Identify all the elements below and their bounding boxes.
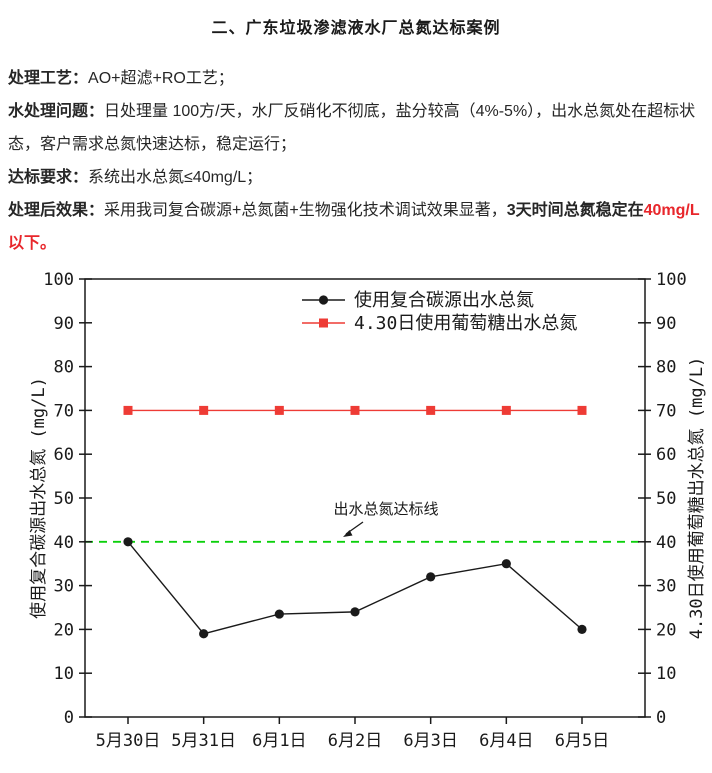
annotation-arrow-head	[343, 530, 353, 537]
x-axis: 5月30日 5月31日 6月1日 6月2日 6月3日 6月4日 6月5日	[96, 717, 609, 751]
y-tick-label-right: 20	[656, 620, 676, 640]
y-axes: 0 0 10 10 20 20 30 30 40 40 50 50 60 60 70 70 80 80 90 90 10…	[43, 270, 686, 728]
text-segment: 40mg/L以下。	[8, 202, 700, 252]
paragraph-3: 达标要求：系统出水总氮≤40mg/L；	[8, 161, 704, 194]
y-tick-label-left: 20	[54, 620, 74, 640]
data-point-square	[123, 405, 133, 415]
legend-label: 使用复合碳源出水总氮	[354, 290, 534, 311]
data-point-circle	[426, 572, 436, 582]
body-text: 处理工艺：AO+超滤+RO工艺； 水处理问题：日处理量 100方/天，水厂反硝化不…	[0, 62, 712, 260]
x-tick-label: 6月4日	[479, 731, 533, 751]
y-tick-label-left: 90	[54, 314, 74, 334]
data-point-circle	[501, 559, 511, 569]
y-tick-label-right: 10	[656, 664, 676, 684]
y-tick-label-right: 40	[656, 533, 676, 553]
y-tick-label-right: 90	[656, 314, 676, 334]
x-tick-label: 6月2日	[328, 731, 382, 751]
data-point-circle	[350, 607, 360, 617]
y-tick-label-left: 50	[54, 489, 74, 509]
document-page: 二、广东垃圾渗滤液水厂总氮达标案例 处理工艺：AO+超滤+RO工艺； 水处理问题：…	[0, 14, 712, 764]
data-point-circle	[274, 609, 284, 619]
y-tick-label-left: 70	[54, 401, 74, 421]
y-tick-label-left: 30	[54, 577, 74, 597]
y-tick-label-right: 30	[656, 577, 676, 597]
series-1	[123, 405, 587, 415]
x-tick-label: 6月3日	[403, 731, 457, 751]
text-segment: 采用我司复合碳源+总氮菌+生物强化技术调试效果显著，	[104, 202, 507, 219]
y-tick-label-right: 50	[656, 489, 676, 509]
data-point-square	[577, 405, 587, 415]
chart-plot-box	[84, 278, 646, 718]
data-point-square	[350, 405, 360, 415]
text-segment: 处理后效果：	[8, 202, 105, 219]
y-tick-label-left: 10	[54, 664, 74, 684]
data-point-circle	[577, 624, 587, 634]
annotation-text: 出水总氮达标线	[333, 500, 438, 518]
x-tick-label: 6月5日	[555, 731, 609, 751]
data-point-square	[199, 405, 209, 415]
y-tick-label-left: 60	[54, 445, 74, 465]
data-point-circle	[123, 537, 133, 547]
text-segment: 日处理量 100方/天，水厂反硝化不彻底，盐分较高（4%-5%），出水总氮处在超…	[8, 103, 696, 153]
right-axis-title: 4.30日使用葡萄糖出水总氮 (mg/L)	[686, 357, 707, 640]
line-chart: 0 0 10 10 20 20 30 30 40 40 50 50 60 60 70 70 80 80 90 90 10…	[18, 262, 710, 764]
y-tick-label-right: 70	[656, 401, 676, 421]
data-point-square	[274, 405, 284, 415]
y-tick-label-right: 100	[656, 270, 687, 290]
paragraph-2: 水处理问题：日处理量 100方/天，水厂反硝化不彻底，盐分较高（4%-5%），出…	[8, 95, 704, 161]
text-segment: 3天时间总氮稳定在	[506, 202, 644, 219]
text-segment: 达标要求：	[8, 169, 89, 186]
y-tick-label-right: 80	[656, 358, 676, 378]
left-axis-title: 使用复合碳源出水总氮 (mg/L)	[28, 377, 49, 619]
y-tick-label-left: 40	[54, 533, 74, 553]
x-tick-label: 5月30日	[96, 731, 161, 751]
page-title: 二、广东垃圾渗滤液水厂总氮达标案例	[211, 20, 501, 37]
y-tick-label-left: 80	[54, 358, 74, 378]
text-segment: 处理工艺：	[8, 70, 89, 87]
data-point-circle	[199, 629, 209, 639]
x-tick-label: 6月1日	[252, 731, 306, 751]
paragraph-4: 处理后效果：采用我司复合碳源+总氮菌+生物强化技术调试效果显著，3天时间总氮稳定…	[8, 194, 704, 260]
x-tick-label: 5月31日	[171, 731, 236, 751]
data-point-square	[501, 405, 511, 415]
series-0	[123, 537, 587, 639]
y-tick-label-left: 0	[64, 708, 74, 728]
y-tick-label-right: 0	[656, 708, 666, 728]
legend-label: 4.30日使用葡萄糖出水总氮	[354, 313, 577, 334]
text-segment: AO+超滤+RO工艺；	[88, 70, 234, 87]
text-segment: 系统出水总氮≤40mg/L；	[88, 169, 263, 186]
paragraph-1: 处理工艺：AO+超滤+RO工艺；	[8, 62, 704, 95]
data-point-square	[426, 405, 436, 415]
reference-annotation: 出水总氮达标线	[333, 500, 439, 537]
text-segment: 水处理问题：	[8, 103, 105, 120]
y-tick-label-left: 100	[43, 270, 74, 290]
y-tick-label-right: 60	[656, 445, 676, 465]
chart-canvas: 0 0 10 10 20 20 30 30 40 40 50 50 60 60 70 70 80 80 90 90 10…	[28, 270, 707, 751]
series-line	[127, 541, 583, 635]
